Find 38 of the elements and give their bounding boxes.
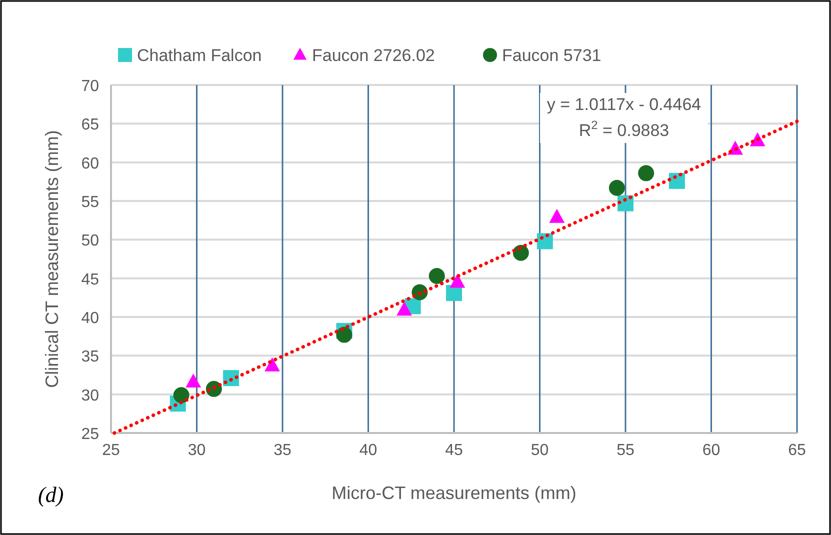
y-tick-label: 65: [81, 116, 100, 134]
x-axis-title: Micro-CT measurements (mm): [332, 483, 576, 503]
x-tick-label: 60: [702, 442, 720, 459]
point: [186, 374, 202, 388]
y-tick-label: 60: [81, 155, 100, 172]
y-tick-label: 50: [81, 232, 100, 250]
point: [638, 165, 654, 182]
legend-label: Chatham Falcon: [137, 46, 262, 65]
point: [336, 326, 352, 343]
point: [264, 357, 280, 372]
point: [396, 302, 412, 316]
x-tick-label: 45: [445, 442, 463, 459]
y-tick-label: 70: [81, 78, 100, 95]
x-tick-label: 25: [102, 442, 120, 459]
y-tick-label: 55: [81, 194, 100, 211]
legend-label: Faucon 2726.02: [312, 46, 435, 65]
y-tick-label: 30: [81, 387, 100, 404]
x-tick-label: 35: [274, 442, 292, 459]
point: [536, 233, 553, 250]
point: [173, 387, 190, 404]
point: [608, 180, 625, 196]
y-tick-label: 40: [81, 310, 100, 327]
x-tick-label: 30: [188, 442, 206, 459]
y-tick-label: 35: [81, 348, 100, 366]
point: [428, 268, 445, 284]
x-tick-label: 55: [616, 442, 634, 459]
x-tick-label: 50: [530, 442, 549, 459]
x-tick-label: 40: [359, 442, 378, 459]
annotation: y = 1.0117x - 0.4464: [546, 95, 702, 114]
y-axis-title: Clinical CT measurements (mm): [42, 130, 62, 388]
legend-label: Faucon 5731: [502, 46, 602, 65]
point: [450, 274, 466, 288]
x-tick-label: 65: [788, 442, 806, 459]
annotation: R$^{2}$ = 0.9883: [578, 118, 670, 140]
y-tick-label: 45: [81, 271, 100, 288]
text: (d): [38, 482, 64, 507]
y-tick-label: 25: [81, 426, 100, 443]
point: [549, 208, 565, 223]
